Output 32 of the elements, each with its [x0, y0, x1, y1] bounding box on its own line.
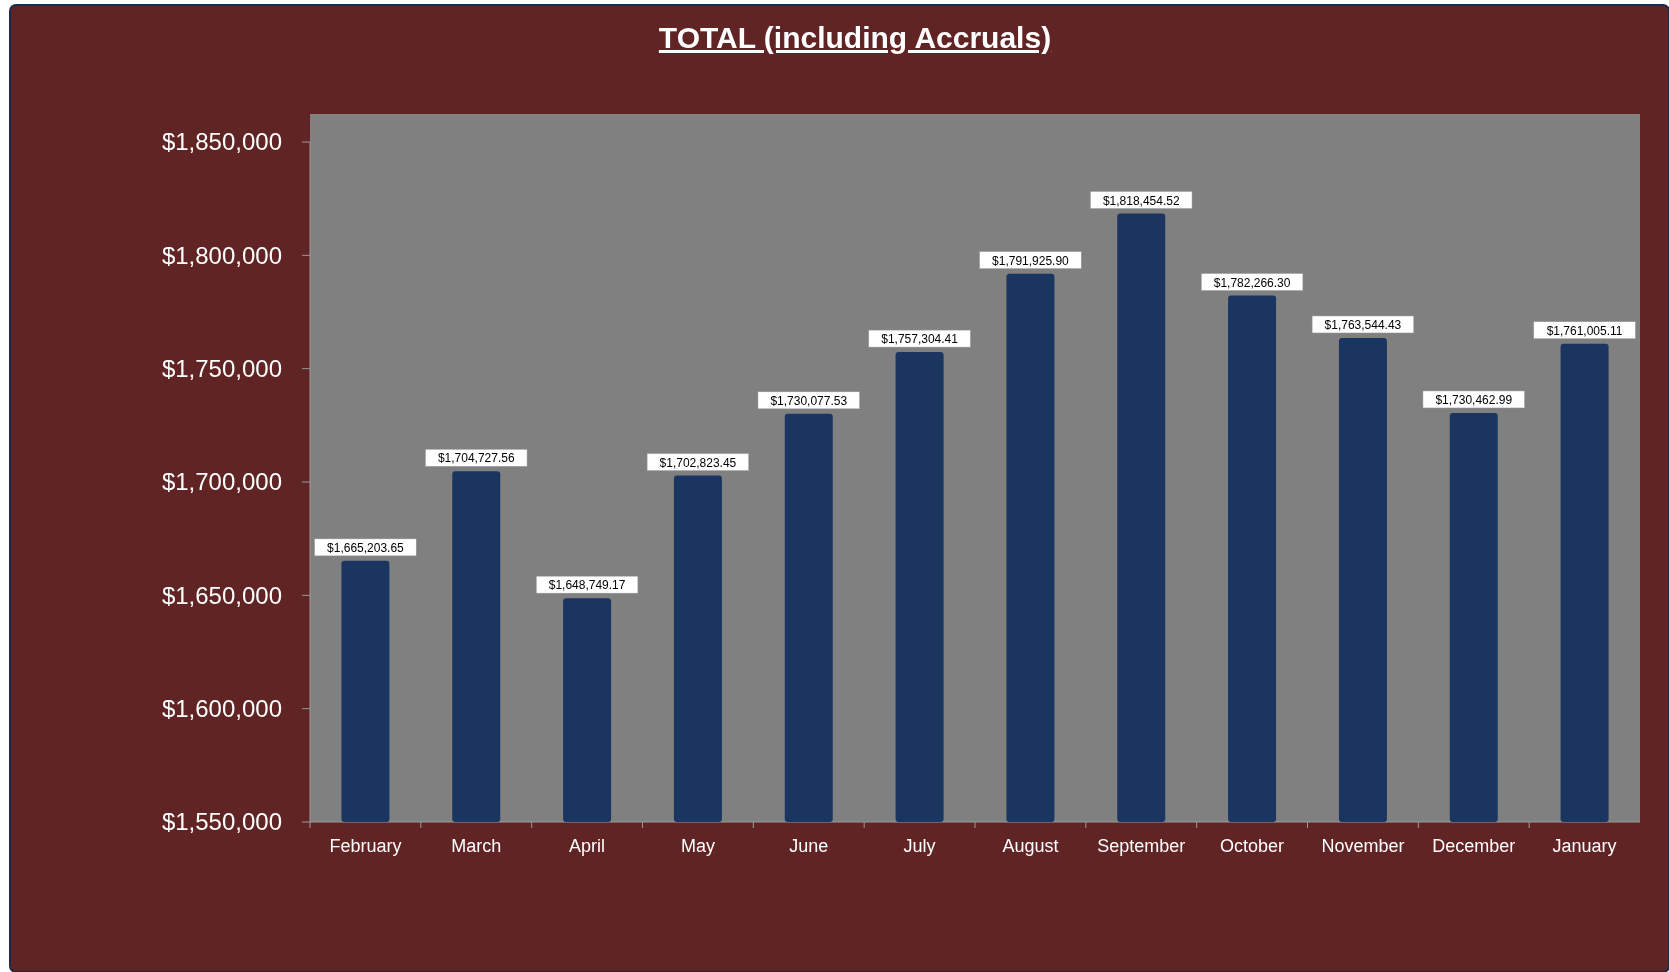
data-label: $1,761,005.11 — [1546, 323, 1623, 338]
x-tick-label: March — [451, 836, 502, 856]
data-label: $1,782,266.30 — [1213, 275, 1291, 290]
data-label: $1,648,749.17 — [548, 578, 626, 593]
x-tick-label: September — [1097, 836, 1186, 856]
x-tick-label: January — [1552, 836, 1617, 856]
data-label: $1,818,454.52 — [1102, 193, 1180, 208]
y-tick-label: $1,550,000 — [161, 808, 282, 836]
x-tick-label: May — [680, 836, 715, 856]
x-tick-label: July — [903, 836, 936, 856]
x-tick-label: November — [1321, 836, 1405, 856]
x-tick-label: December — [1432, 836, 1516, 856]
x-tick-label: April — [569, 836, 606, 856]
y-tick-label: $1,850,000 — [161, 128, 282, 156]
data-label: $1,702,823.45 — [659, 455, 737, 470]
x-tick-label: October — [1220, 836, 1285, 856]
data-label: $1,791,925.90 — [992, 253, 1070, 268]
data-label: $1,704,727.56 — [437, 451, 515, 466]
x-tick-label: February — [329, 836, 402, 856]
y-tick-label: $1,800,000 — [161, 241, 282, 269]
y-tick-label: $1,650,000 — [161, 581, 282, 609]
x-tick-label: August — [1002, 836, 1059, 856]
chart-title: TOTAL (including Accruals) — [658, 21, 1052, 54]
data-label: $1,757,304.41 — [881, 332, 959, 347]
data-label: $1,665,203.65 — [327, 540, 405, 555]
data-label: $1,730,462.99 — [1435, 392, 1513, 407]
data-label: $1,763,544.43 — [1324, 317, 1402, 332]
data-label: $1,730,077.53 — [770, 393, 848, 408]
x-tick-label: June — [789, 836, 829, 856]
y-tick-label: $1,700,000 — [161, 468, 282, 496]
y-tick-label: $1,750,000 — [161, 355, 282, 383]
y-tick-label: $1,600,000 — [161, 695, 282, 723]
